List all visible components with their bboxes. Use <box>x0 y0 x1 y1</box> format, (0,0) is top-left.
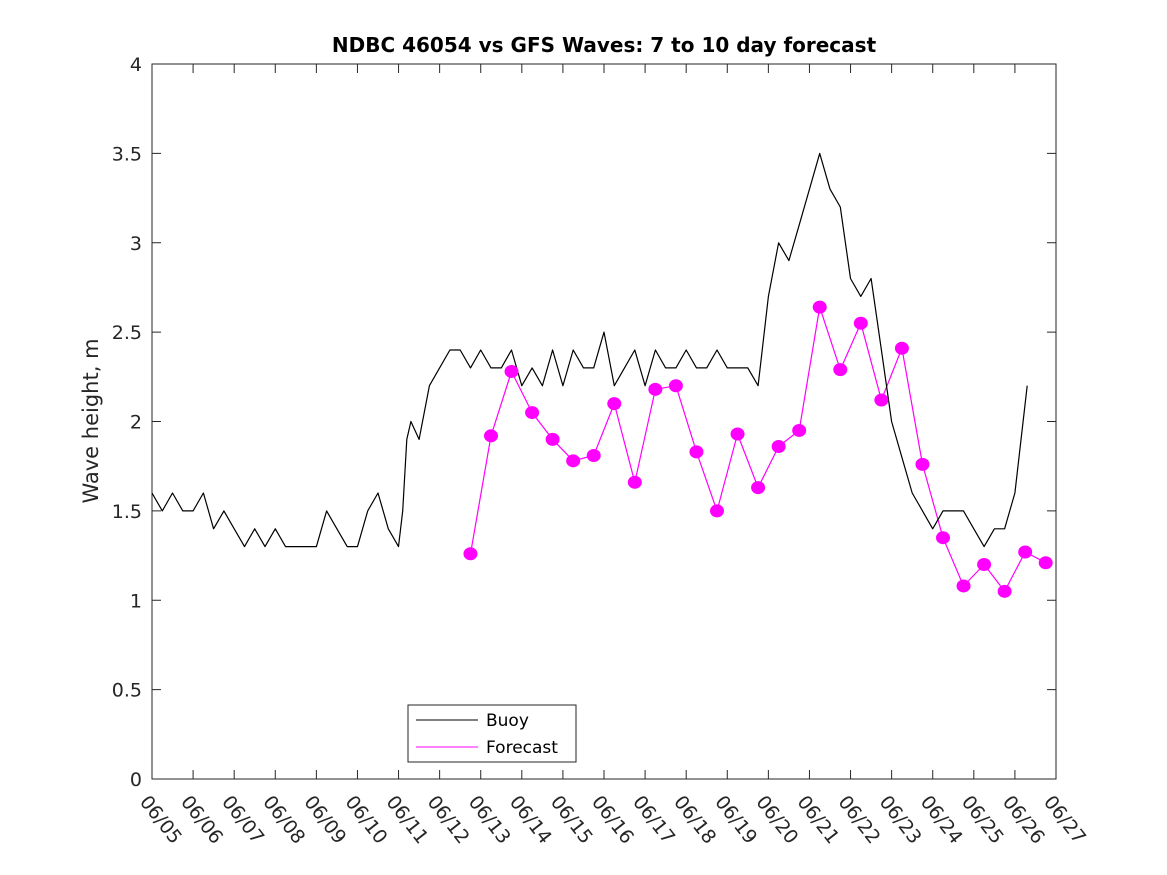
forecast-point <box>710 504 724 518</box>
forecast-point <box>833 363 848 377</box>
forecast-point <box>668 379 683 393</box>
forecast-point <box>853 316 868 330</box>
forecast-point <box>751 481 766 495</box>
y-tick-label: 4 <box>130 54 142 76</box>
forecast-point <box>484 429 498 443</box>
forecast-point <box>1038 556 1053 570</box>
plot-area <box>151 63 1057 780</box>
buoy-line <box>151 152 1028 548</box>
x-tick-label: 06/19 <box>710 792 761 849</box>
forecast-point <box>689 445 704 459</box>
y-tick-label: 2.5 <box>112 322 142 344</box>
y-tick-label: 3.5 <box>112 143 142 165</box>
y-tick-label: 1.5 <box>112 501 142 523</box>
x-tick-label: 06/07 <box>217 792 268 849</box>
x-tick-label: 06/09 <box>299 792 350 849</box>
forecast-point <box>525 406 540 420</box>
x-tick-label: 06/24 <box>916 792 967 849</box>
x-tick-label: 06/15 <box>546 792 597 849</box>
forecast-point <box>792 423 807 437</box>
x-tick-label: 06/06 <box>176 792 227 849</box>
x-tick-label: 06/12 <box>423 792 474 849</box>
y-tick-label: 2 <box>130 412 142 434</box>
x-tick-label: 06/27 <box>1039 792 1090 849</box>
x-tick-label: 06/18 <box>669 792 720 849</box>
forecast-point <box>545 432 560 446</box>
x-tick-label: 06/05 <box>135 792 186 849</box>
series-layer <box>151 152 1053 598</box>
y-tick-label: 0 <box>130 769 142 791</box>
y-tick-label: 1 <box>130 590 142 612</box>
forecast-point <box>977 558 992 571</box>
forecast-point <box>915 457 930 471</box>
y-tick-label: 3 <box>130 233 142 255</box>
forecast-point <box>812 300 827 314</box>
x-tick-label: 06/14 <box>505 792 556 849</box>
forecast-point <box>627 475 642 489</box>
forecast-point <box>504 364 519 378</box>
forecast-point <box>730 427 745 441</box>
x-tick-label: 06/25 <box>957 792 1008 849</box>
forecast-point <box>648 382 663 396</box>
legend-buoy-label: Buoy <box>486 711 529 731</box>
forecast-point <box>586 448 601 462</box>
x-tick-label: 06/26 <box>998 792 1049 849</box>
legend-box <box>407 704 577 763</box>
forecast-point <box>997 584 1012 598</box>
x-tick-label: 06/10 <box>341 792 392 849</box>
y-tick-label: 0.5 <box>112 680 142 702</box>
x-tick-label: 06/11 <box>382 792 433 849</box>
forecast-point <box>874 393 889 407</box>
x-tick-label: 06/17 <box>628 792 679 849</box>
x-tick-label: 06/20 <box>751 792 802 849</box>
forecast-point <box>566 454 581 468</box>
legend: Buoy Forecast <box>407 704 577 763</box>
x-tick-label: 06/08 <box>258 792 309 849</box>
y-axis-label: Wave height, m <box>79 338 103 503</box>
x-tick-label: 06/16 <box>587 792 638 849</box>
forecast-point <box>936 531 950 545</box>
x-tick-label: 06/22 <box>834 792 885 849</box>
forecast-point <box>956 579 971 593</box>
forecast-point <box>463 547 478 561</box>
forecast-point <box>1018 545 1033 559</box>
forecast-point <box>894 341 909 355</box>
chart-title: NDBC 46054 vs GFS Waves: 7 to 10 day for… <box>332 33 877 57</box>
x-tick-label: 06/13 <box>464 792 515 849</box>
forecast-point <box>771 440 786 454</box>
legend-forecast-label: Forecast <box>486 738 558 758</box>
x-tick-label: 06/21 <box>793 792 844 849</box>
forecast-point <box>607 397 622 411</box>
x-tick-label: 06/23 <box>875 792 926 849</box>
